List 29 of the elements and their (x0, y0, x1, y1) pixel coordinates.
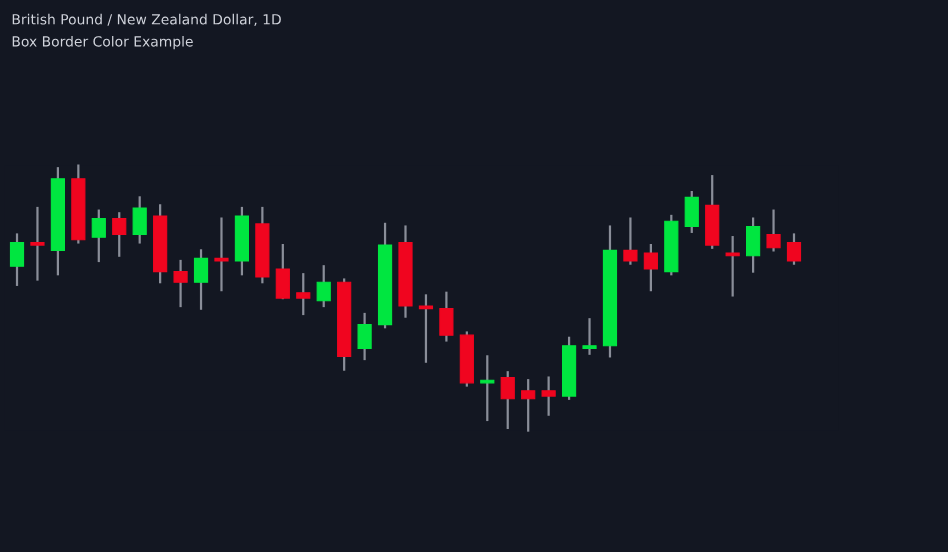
candlestick (132, 196, 147, 244)
candlestick (480, 355, 495, 422)
candlestick (91, 209, 106, 263)
candlestick (500, 371, 515, 430)
candlestick (173, 259, 188, 308)
candlestick (521, 379, 536, 432)
candlestick (541, 376, 556, 416)
candlestick (214, 217, 229, 292)
candlestick (746, 217, 761, 273)
candlestick (193, 249, 209, 310)
candlestick (582, 318, 597, 355)
candlestick (316, 265, 331, 308)
candlestick (112, 212, 127, 257)
candlestick (705, 175, 720, 249)
candlestick (643, 243, 658, 292)
candlestick (766, 209, 781, 252)
candlestick (275, 243, 290, 300)
candlestick (9, 233, 25, 286)
candlestick (296, 273, 311, 316)
candlestick (30, 206, 45, 281)
candlestick (623, 217, 638, 265)
candlestick (684, 190, 699, 233)
candlestick (357, 312, 372, 361)
candlestick (725, 236, 740, 297)
candlestick (786, 233, 802, 265)
candlestick (459, 331, 474, 387)
candlestick (439, 291, 454, 342)
candlestick (418, 294, 434, 363)
candlestick (234, 206, 250, 276)
